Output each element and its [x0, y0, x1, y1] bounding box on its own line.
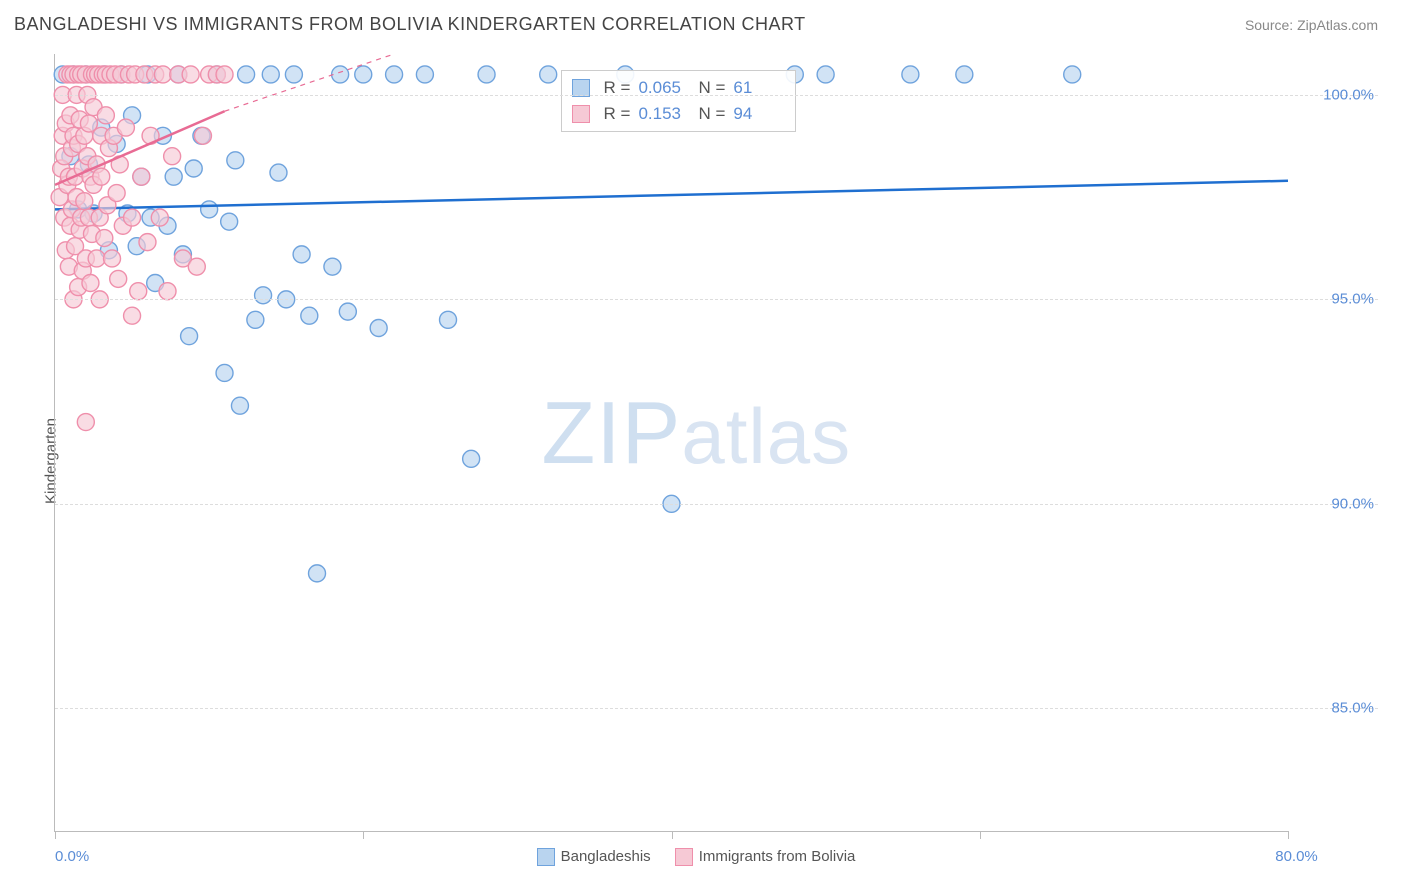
- data-point: [165, 168, 182, 185]
- legend-item: Bangladeshis: [537, 848, 651, 866]
- x-tick-mark: [363, 831, 364, 839]
- data-point: [247, 311, 264, 328]
- series-legend: Bangladeshis Immigrants from Bolivia: [14, 848, 1378, 866]
- legend-swatch: [572, 79, 590, 97]
- data-point: [463, 450, 480, 467]
- data-point: [332, 66, 349, 83]
- data-point: [386, 66, 403, 83]
- data-point: [540, 66, 557, 83]
- data-point: [133, 168, 150, 185]
- gridline: [55, 504, 1378, 505]
- data-point: [478, 66, 495, 83]
- data-point: [194, 127, 211, 144]
- n-label: N =: [698, 104, 725, 124]
- y-tick-label: 85.0%: [1331, 700, 1374, 717]
- x-tick-mark: [1288, 831, 1289, 839]
- data-point: [201, 201, 218, 218]
- data-point: [255, 287, 272, 304]
- data-point: [216, 364, 233, 381]
- data-point: [181, 328, 198, 345]
- data-point: [956, 66, 973, 83]
- data-point: [130, 283, 147, 300]
- data-point: [309, 565, 326, 582]
- data-point: [227, 152, 244, 169]
- data-point: [164, 148, 181, 165]
- data-point: [154, 66, 171, 83]
- data-point: [97, 107, 114, 124]
- data-point: [216, 66, 233, 83]
- gridline: [55, 708, 1378, 709]
- stats-legend: R =0.065N =61 R = 0.153 N = 94: [561, 70, 797, 132]
- data-point: [370, 319, 387, 336]
- data-point: [76, 193, 93, 210]
- legend-item: Immigrants from Bolivia: [675, 848, 856, 866]
- data-point: [221, 213, 238, 230]
- legend-swatch: [675, 848, 693, 866]
- n-value: 94: [733, 104, 785, 124]
- data-point: [151, 209, 168, 226]
- data-point: [1064, 66, 1081, 83]
- data-point: [324, 258, 341, 275]
- data-point: [93, 168, 110, 185]
- data-point: [88, 250, 105, 267]
- data-point: [124, 209, 141, 226]
- legend-swatch: [572, 105, 590, 123]
- data-point: [238, 66, 255, 83]
- chart-title: BANGLADESHI VS IMMIGRANTS FROM BOLIVIA K…: [14, 14, 806, 35]
- data-point: [817, 66, 834, 83]
- data-point: [231, 397, 248, 414]
- data-point: [301, 307, 318, 324]
- data-point: [159, 283, 176, 300]
- legend-swatch: [537, 848, 555, 866]
- data-point: [117, 119, 134, 136]
- data-point: [82, 275, 99, 292]
- data-point: [108, 185, 125, 202]
- legend-label: Immigrants from Bolivia: [699, 848, 856, 865]
- stats-legend-row: R = 0.153 N = 94: [572, 101, 786, 127]
- chart-area: Kindergarten ZIPatlas R =0.065N =61R =0.…: [14, 48, 1378, 874]
- x-tick-mark: [980, 831, 981, 839]
- data-point: [185, 160, 202, 177]
- data-point: [416, 66, 433, 83]
- r-label: R =: [604, 104, 631, 124]
- data-point: [188, 258, 205, 275]
- gridline: [55, 299, 1378, 300]
- data-point: [182, 66, 199, 83]
- x-tick-mark: [55, 831, 56, 839]
- header: BANGLADESHI VS IMMIGRANTS FROM BOLIVIA K…: [0, 0, 1406, 41]
- gridline: [55, 95, 1378, 96]
- x-tick-mark: [672, 831, 673, 839]
- source-label: Source: ZipAtlas.com: [1245, 17, 1378, 33]
- r-value: 0.153: [638, 104, 690, 124]
- data-point: [262, 66, 279, 83]
- data-point: [77, 414, 94, 431]
- data-point: [124, 307, 141, 324]
- data-point: [355, 66, 372, 83]
- stats-legend-row: R =0.065N =61: [572, 75, 786, 101]
- data-point: [285, 66, 302, 83]
- data-point: [104, 250, 121, 267]
- data-point: [110, 270, 127, 287]
- y-tick-label: 95.0%: [1331, 291, 1374, 308]
- data-point: [270, 164, 287, 181]
- y-tick-label: 100.0%: [1323, 86, 1374, 103]
- legend-label: Bangladeshis: [561, 848, 651, 865]
- data-point: [293, 246, 310, 263]
- y-tick-label: 90.0%: [1331, 495, 1374, 512]
- data-point: [339, 303, 356, 320]
- data-point: [902, 66, 919, 83]
- data-point: [139, 234, 156, 251]
- plot-area: ZIPatlas R =0.065N =61R =0.153N =94 85.0…: [54, 54, 1288, 832]
- data-point: [440, 311, 457, 328]
- data-point: [96, 230, 113, 247]
- trend-line: [55, 181, 1288, 210]
- scatter-svg: [55, 54, 1288, 831]
